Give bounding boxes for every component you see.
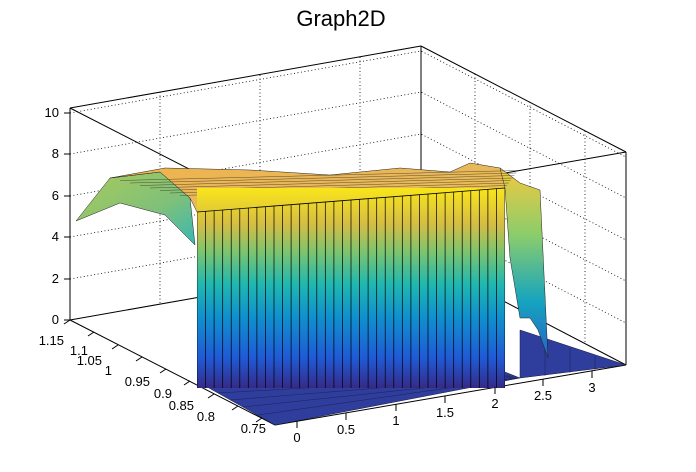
- y-tick: [87, 331, 95, 337]
- y-tick: [159, 368, 167, 374]
- y-tick-label: 0.9: [154, 386, 172, 401]
- y-tick-label: 0.8: [197, 409, 215, 424]
- mesh-line: [129, 172, 517, 184]
- y-tick-label: 0.75: [241, 421, 266, 436]
- y-tick-label: 0.85: [169, 398, 194, 413]
- y-tick-label: 1.15: [39, 333, 64, 348]
- back-right-top-edge: [420, 45, 627, 153]
- chart-title: Graph2D: [296, 6, 385, 31]
- x-tick-label: 0: [293, 430, 300, 445]
- y-tick: [183, 380, 191, 386]
- mesh-line: [119, 170, 519, 181]
- y-tick: [255, 417, 263, 423]
- x-tick-label: 2: [491, 396, 498, 411]
- z-tick-label: 0: [52, 312, 59, 327]
- y-tick-label: 0.95: [125, 374, 150, 389]
- y-axis: 1.15 1.1 1.05 1 0.95 0.9 0.85 0.8 0.75: [39, 319, 266, 436]
- back-top-edge: [69, 45, 422, 109]
- z-tick-label: 8: [52, 146, 59, 161]
- y-tick-label: 1.1: [70, 343, 88, 358]
- z-tick-label: 6: [52, 188, 59, 203]
- y-tick: [111, 344, 119, 350]
- x-tick-label: 0.5: [337, 422, 355, 437]
- x-axis: 0 0.5 1 1.5 2 2.5 3: [293, 371, 596, 445]
- x-axis-line: [274, 364, 627, 426]
- y-axis-line: [69, 319, 276, 426]
- z-axis: 0 2 4 6 8 10: [45, 105, 70, 327]
- wall-stripes: [197, 188, 505, 388]
- mesh-line: [139, 175, 515, 186]
- y-tick-label: 1: [105, 363, 112, 378]
- mesh-line: [149, 177, 513, 189]
- y-tick: [63, 319, 71, 325]
- z-tick-marks: [64, 112, 70, 321]
- y-tick: [207, 393, 215, 399]
- z-tick-label: 2: [52, 271, 59, 286]
- x-tick-label: 1: [392, 413, 399, 428]
- x-tick-marks: [296, 371, 593, 428]
- y-tick: [231, 405, 239, 411]
- wall-top-edge: [196, 187, 506, 213]
- surface-body: [75, 162, 549, 388]
- surface-right-wall: [499, 167, 549, 359]
- z-grid-line: [69, 50, 627, 158]
- y-tick-marks: [63, 319, 263, 423]
- x-tick-label: 1.5: [436, 405, 454, 420]
- z-tick-label: 10: [45, 105, 59, 120]
- x-tick-label: 3: [588, 380, 595, 395]
- x-tick-label: 2.5: [534, 388, 552, 403]
- y-tick: [135, 356, 143, 362]
- y-tick-label: 1.05: [77, 353, 102, 368]
- z-tick-label: 4: [52, 229, 59, 244]
